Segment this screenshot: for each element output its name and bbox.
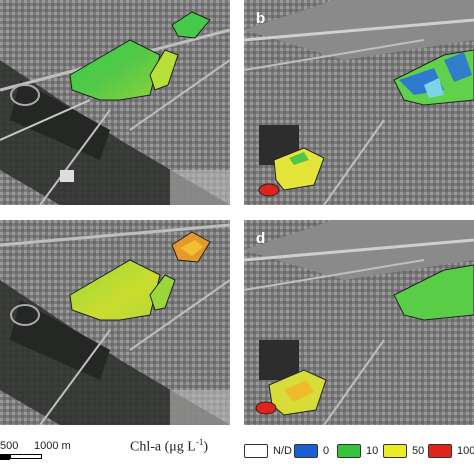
legend-swatch-0: [294, 444, 318, 458]
map-panel-d: d: [244, 220, 474, 425]
legend-title-text: Chl-a (μg L: [130, 439, 196, 455]
map-panel-a: [0, 0, 230, 205]
scale-label-start: 500: [0, 440, 19, 452]
legend-label-100: 100: [457, 445, 474, 457]
legend-title-close: ): [203, 439, 208, 455]
legend-label-50: 50: [412, 445, 425, 457]
map-panel-b: b: [244, 0, 474, 205]
legend-label-0: 0: [323, 445, 330, 457]
legend-swatch-10: [337, 444, 361, 458]
legend-item-50: 50: [383, 443, 424, 459]
scale-bar: [0, 454, 42, 460]
panel-label-d: d: [256, 230, 266, 247]
scale-label-end: 1000 m: [34, 440, 71, 452]
legend-item-100: 100: [428, 443, 474, 459]
legend-swatch-100: [428, 444, 452, 458]
scale-bar-black-segment: [0, 454, 10, 460]
legend-item-10: 10: [337, 443, 378, 459]
legend-label-10: 10: [366, 445, 379, 457]
legend-item-nd: N/D: [244, 443, 292, 459]
scale-bar-white-segment: [10, 454, 42, 459]
satellite-image-a: [0, 0, 230, 205]
legend-label-nd: N/D: [273, 445, 292, 457]
legend-item-0: 0: [294, 443, 329, 459]
satellite-image-c: [0, 220, 230, 425]
legend-title: Chl-a (μg L-1): [130, 437, 208, 456]
satellite-image-d: [244, 220, 474, 425]
legend-title-superscript: -1: [195, 437, 204, 447]
map-panel-c: [0, 220, 230, 425]
satellite-image-b: [244, 0, 474, 205]
legend-swatch-50: [383, 444, 407, 458]
panel-label-b: b: [256, 10, 266, 27]
legend-swatch-nd: [244, 444, 268, 458]
